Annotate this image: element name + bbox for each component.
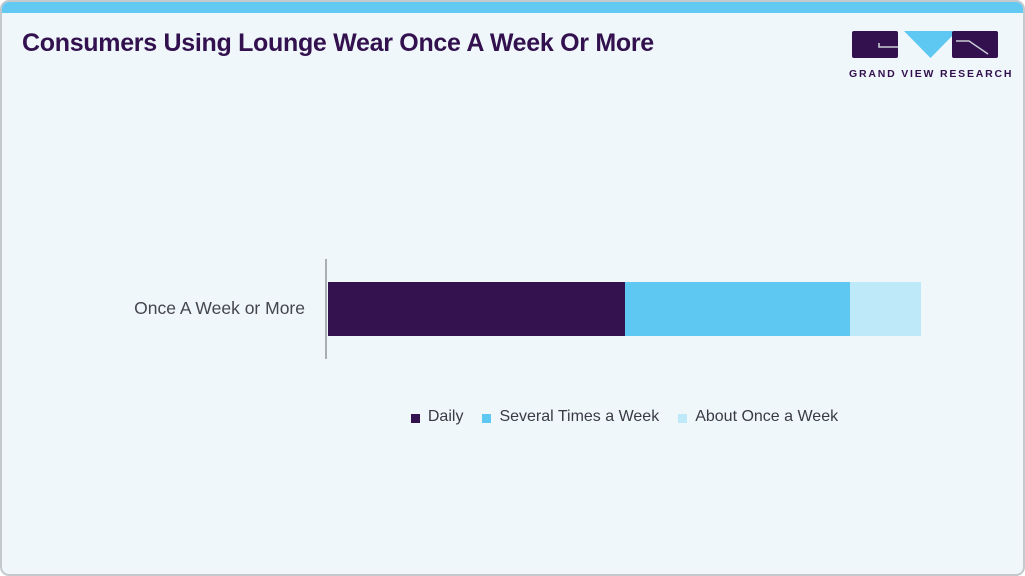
legend-item-several-times-a-week: Several Times a Week — [482, 408, 659, 426]
bar-segment-about-once-a-week — [849, 282, 921, 336]
top-accent-strip — [2, 2, 1023, 13]
legend: Daily Several Times a Week About Once a … — [328, 408, 921, 426]
bar-segment-daily — [328, 282, 625, 336]
gvr-logo-mark — [852, 31, 998, 58]
gvr-logo: GRAND VIEW RESEARCH — [849, 28, 1014, 80]
legend-item-about-once-a-week: About Once a Week — [678, 408, 838, 426]
legend-swatch-several-times-a-week — [482, 413, 492, 423]
legend-label-several-times-a-week: Several Times a Week — [499, 408, 660, 425]
category-label: Once A Week or More — [134, 298, 305, 318]
legend-label-daily: Daily — [427, 408, 464, 425]
legend-swatch-daily — [410, 413, 420, 423]
gvr-logo-text: GRAND VIEW RESEARCH — [849, 68, 1014, 80]
legend-label-about-once-a-week: About Once a Week — [695, 408, 839, 425]
legend-swatch-about-once-a-week — [678, 413, 688, 423]
y-axis-line — [325, 259, 327, 359]
stacked-bar — [328, 282, 921, 336]
page-title: Consumers Using Lounge Wear Once A Week … — [22, 29, 654, 57]
legend-item-daily: Daily — [410, 408, 464, 426]
bar-segment-several-times-a-week — [624, 282, 850, 336]
